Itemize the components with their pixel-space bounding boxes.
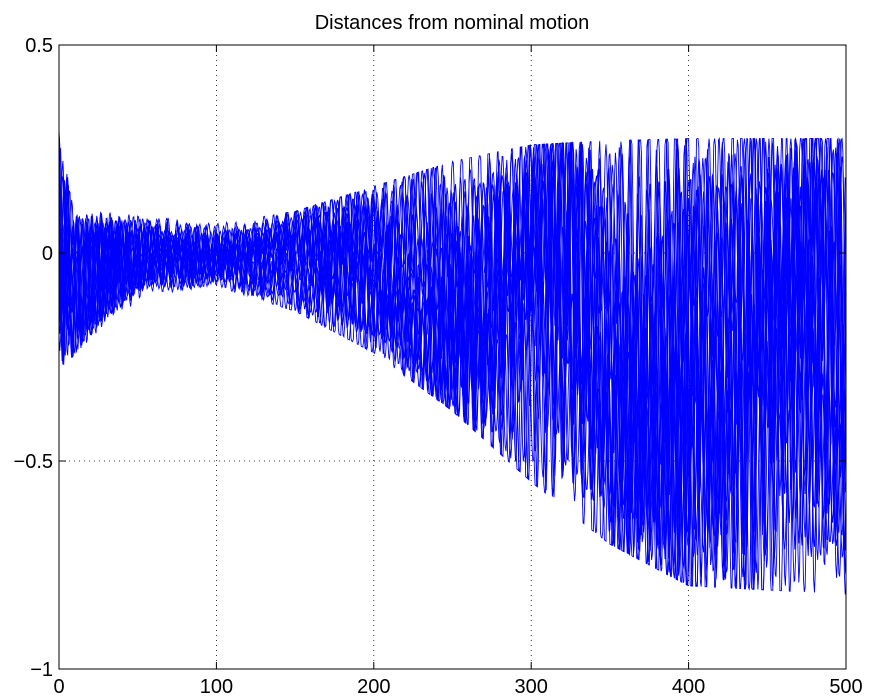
- x-tick-labels: 0 100 200 300 400 500: [53, 676, 862, 698]
- x-tick-label: 300: [515, 676, 548, 698]
- tick-marks: [58, 44, 847, 670]
- x-tick-label: 500: [829, 676, 862, 698]
- series-line: [58, 138, 847, 577]
- y-tick-label: 0: [42, 243, 53, 265]
- y-tick-labels: −1 −0.5 0 0.5: [14, 35, 53, 681]
- series-group: [58, 130, 847, 595]
- y-tick-label: 0.5: [25, 35, 53, 57]
- chart-title: Distances from nominal motion: [315, 12, 590, 34]
- x-tick-label: 200: [357, 676, 390, 698]
- series-line: [58, 137, 847, 591]
- x-tick-label: 0: [53, 676, 64, 698]
- x-tick-label: 400: [672, 676, 705, 698]
- y-tick-label: −0.5: [14, 451, 53, 473]
- series-line: [58, 137, 847, 591]
- x-tick-label: 100: [200, 676, 233, 698]
- axes-frame: [58, 44, 847, 670]
- y-tick-label: −1: [30, 659, 53, 681]
